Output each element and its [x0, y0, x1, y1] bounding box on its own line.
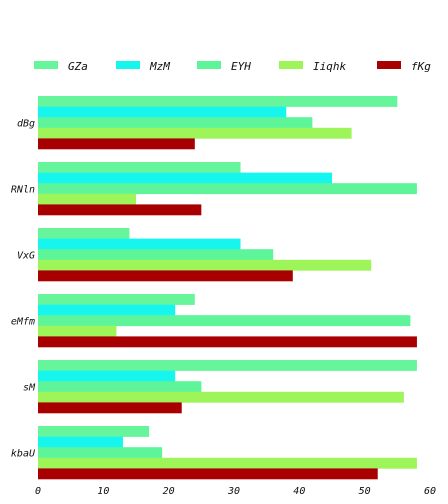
- bar-eMfm-fKg: [38, 336, 417, 348]
- y-tick-label-VxG: VxG: [17, 251, 35, 262]
- bar-kbaU-fKg: [38, 468, 378, 480]
- bar-kbaU-GZa: [38, 426, 150, 437]
- x-axis-ticks: 0 10 20 30 40 50 60: [35, 486, 436, 497]
- bar-VxG-Iiqhk: [38, 259, 372, 271]
- bar-dBg-MzM: [38, 106, 287, 118]
- bar-kbaU-MzM: [38, 436, 123, 448]
- legend-swatch-EYH: [197, 61, 221, 69]
- bar-dBg-Iiqhk: [38, 127, 352, 139]
- legend-swatch-MzM: [116, 61, 140, 69]
- bar-kbaU-Iiqhk: [38, 457, 417, 469]
- legend-label-EYH: EYH: [231, 60, 251, 73]
- bar-dBg-fKg: [38, 138, 195, 150]
- x-tick-label-60: 60: [424, 486, 436, 497]
- plot-area: [38, 96, 417, 480]
- bar-VxG-GZa: [38, 228, 130, 239]
- x-tick-label-30: 30: [227, 486, 240, 497]
- bar-sM-MzM: [38, 370, 176, 382]
- bar-dBg-EYH: [38, 117, 313, 129]
- x-tick-label-0: 0: [35, 486, 41, 497]
- legend-swatch-fKg: [377, 61, 401, 69]
- y-tick-label-eMfm: eMfm: [11, 317, 35, 328]
- bar-eMfm-Iiqhk: [38, 325, 117, 337]
- bar-eMfm-GZa: [38, 294, 195, 305]
- bar-kbaU-EYH: [38, 447, 163, 459]
- bar-RNln-Iiqhk: [38, 193, 136, 205]
- x-tick-label-50: 50: [359, 486, 371, 497]
- y-tick-label-RNln: RNln: [11, 185, 35, 196]
- bar-eMfm-EYH: [38, 315, 411, 327]
- bar-VxG-EYH: [38, 249, 274, 261]
- bar-sM-EYH: [38, 381, 202, 393]
- bar-RNln-GZa: [38, 162, 241, 173]
- legend-label-MzM: MzM: [149, 60, 170, 73]
- bar-sM-Iiqhk: [38, 391, 404, 403]
- y-axis-labels: dBg RNln VxG eMfm sM kbaU: [11, 119, 36, 460]
- legend-swatch-GZa: [34, 61, 58, 69]
- y-tick-label-sM: sM: [23, 383, 36, 394]
- legend-label-Iiqhk: Iiqhk: [313, 60, 346, 73]
- bar-RNln-EYH: [38, 183, 417, 195]
- x-tick-label-10: 10: [97, 486, 109, 497]
- bar-RNln-fKg: [38, 204, 202, 216]
- bar-sM-GZa: [38, 360, 417, 371]
- bar-VxG-fKg: [38, 270, 293, 282]
- y-tick-label-kbaU: kbaU: [11, 449, 36, 460]
- legend-label-GZa: GZa: [68, 60, 88, 73]
- bar-RNln-MzM: [38, 172, 332, 184]
- bar-eMfm-MzM: [38, 304, 176, 316]
- legend: GZa MzM EYH Iiqhk fKg: [34, 60, 431, 73]
- x-tick-label-40: 40: [293, 486, 305, 497]
- legend-swatch-Iiqhk: [279, 61, 303, 69]
- bar-VxG-MzM: [38, 238, 241, 250]
- x-tick-label-20: 20: [163, 486, 175, 497]
- legend-label-fKg: fKg: [411, 60, 431, 73]
- bar-dBg-GZa: [38, 96, 398, 107]
- bar-sM-fKg: [38, 402, 182, 414]
- y-tick-label-dBg: dBg: [17, 119, 35, 130]
